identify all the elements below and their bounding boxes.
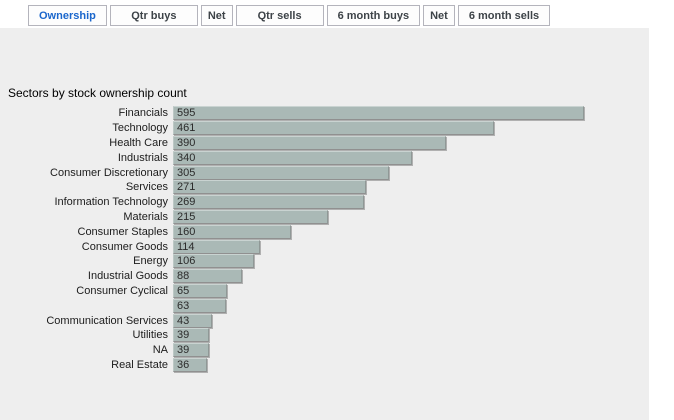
sector-bar: 88 <box>173 269 243 284</box>
sector-bar: 215 <box>173 209 328 224</box>
tab-label: Qtr sells <box>257 10 302 22</box>
tab-6-month-buys[interactable]: 6 month buys <box>326 5 421 26</box>
chart-row: Consumer Cyclical 65 <box>0 283 649 299</box>
sector-label: Consumer Discretionary <box>50 166 168 179</box>
sector-bar: 39 <box>173 343 210 358</box>
sector-label: Industrials <box>117 151 168 164</box>
sector-bar: 63 <box>173 298 226 313</box>
tab-label: 6 month buys <box>337 10 410 22</box>
tab-net[interactable]: Net <box>200 5 233 26</box>
sector-bar: 269 <box>173 195 365 210</box>
sector-label: Information Technology <box>54 196 168 209</box>
tab-qtr-buys[interactable]: Qtr buys <box>109 5 198 26</box>
sector-value: 65 <box>177 284 190 297</box>
sector-value: 461 <box>177 122 196 135</box>
ownership-bar-chart: Financials 595 Technology 461 Health Car… <box>0 106 649 372</box>
sector-label: Materials <box>123 210 168 223</box>
sector-value: 595 <box>177 107 196 120</box>
chart-row: Energy 106 <box>0 254 649 269</box>
sector-label: Communication Services <box>46 314 168 327</box>
sector-bar: 39 <box>173 328 210 343</box>
tab-bar: Ownership Qtr buys Net Qtr sells 6 month… <box>28 5 551 26</box>
chart-row: Health Care 390 <box>0 135 649 151</box>
sector-label: Services <box>125 181 168 194</box>
sector-label: Health Care <box>109 136 168 149</box>
sector-label: NA <box>152 344 168 357</box>
sector-value: 39 <box>177 329 190 342</box>
chart-row: Technology 461 <box>0 121 649 136</box>
chart-row: Real Estate 36 <box>0 357 649 373</box>
chart-row: Utilities 39 <box>0 328 649 343</box>
sector-bar: 106 <box>173 254 255 269</box>
sector-value: 271 <box>177 181 196 194</box>
sector-value: 340 <box>177 151 196 164</box>
sector-value: 114 <box>177 240 195 253</box>
sector-bar: 36 <box>173 357 208 372</box>
sector-value: 269 <box>177 196 196 209</box>
sector-bar: 305 <box>173 165 389 180</box>
tab-label: Ownership <box>39 10 96 22</box>
sector-value: 305 <box>177 166 196 179</box>
sector-bar: 160 <box>173 224 291 239</box>
tab-label: Net <box>430 10 448 22</box>
chart-title: Sectors by stock ownership count <box>8 86 187 100</box>
sector-bar: 43 <box>173 313 212 328</box>
sector-bar: 271 <box>173 180 366 195</box>
chart-row: Services 271 <box>0 180 649 195</box>
sector-value: 39 <box>177 344 190 357</box>
chart-row: Financials 595 <box>0 106 649 121</box>
chart-row: Industrial Goods 88 <box>0 269 649 284</box>
sector-bar: 114 <box>173 239 260 254</box>
chart-row: Information Technology 269 <box>0 195 649 210</box>
sector-label: Consumer Cyclical <box>76 284 168 297</box>
chart-row: 63 <box>0 298 649 313</box>
tab-ownership[interactable]: Ownership <box>28 5 107 26</box>
chart-row: Consumer Goods 114 <box>0 239 649 254</box>
content-panel: Sectors by stock ownership count Financi… <box>0 28 649 420</box>
sector-label: Consumer Staples <box>77 225 169 238</box>
sector-bar: 65 <box>173 283 227 298</box>
tab-label: Net <box>207 10 226 22</box>
sector-label: Financials <box>118 107 168 120</box>
sector-bar: 340 <box>173 150 413 165</box>
sector-label: Utilities <box>132 329 168 342</box>
tab-6-month-sells[interactable]: 6 month sells <box>457 5 551 26</box>
chart-row: NA 39 <box>0 343 649 358</box>
sector-value: 36 <box>177 358 190 371</box>
tab-label: 6 month sells <box>468 10 540 22</box>
chart-row: Materials 215 <box>0 209 649 225</box>
sector-bar: 390 <box>173 135 446 150</box>
sector-value: 160 <box>177 225 196 238</box>
sector-bar: 461 <box>173 121 494 136</box>
sector-value: 43 <box>177 314 190 327</box>
tab-qtr-sells[interactable]: Qtr sells <box>235 5 324 26</box>
sector-label: Energy <box>133 255 168 268</box>
tab-label: Qtr buys <box>131 10 177 22</box>
sector-value: 88 <box>177 270 190 283</box>
chart-row: Consumer Discretionary 305 <box>0 165 649 180</box>
sector-label: Real Estate <box>111 358 168 371</box>
chart-row: Industrials 340 <box>0 150 649 165</box>
sector-label: Technology <box>112 122 168 135</box>
tab-net[interactable]: Net <box>423 5 455 26</box>
chart-row: Consumer Staples 160 <box>0 224 649 239</box>
sector-value: 106 <box>177 255 196 268</box>
sector-label: Consumer Goods <box>81 240 168 253</box>
sector-label: Industrial Goods <box>87 270 168 283</box>
sector-value: 390 <box>177 136 196 149</box>
chart-row: Communication Services 43 <box>0 313 649 328</box>
sector-bar: 595 <box>173 106 584 121</box>
sector-value: 63 <box>177 299 190 312</box>
sector-value: 215 <box>177 210 196 223</box>
